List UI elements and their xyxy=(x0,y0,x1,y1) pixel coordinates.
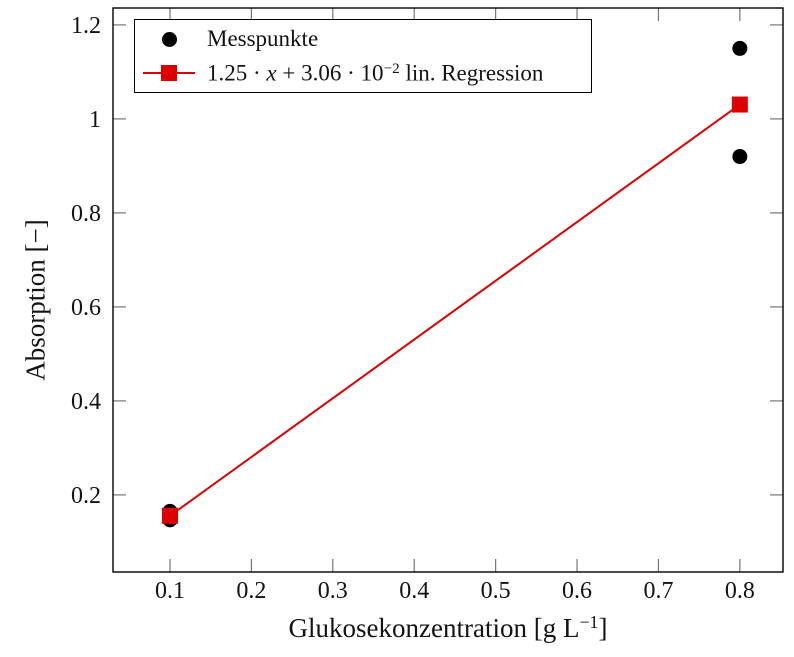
legend-item-regression: 1.25 · x + 3.06 · 10−2 lin. Regression xyxy=(135,57,591,89)
equation-exponent: −2 xyxy=(383,59,400,77)
x-axis-label: Glukosekonzentration [g L−1] xyxy=(289,612,608,644)
y-tick-label: 0.8 xyxy=(71,201,101,227)
legend-item-messpunkte: Messpunkte xyxy=(135,23,591,55)
y-tick-label: 0.6 xyxy=(71,295,101,321)
legend-marker-cell xyxy=(143,64,195,82)
regression-square-marker xyxy=(731,96,748,113)
legend-marker-cell xyxy=(143,30,195,48)
legend-label-regression: 1.25 · x + 3.06 · 10−2 lin. Regression xyxy=(207,60,543,87)
y-axis-label-text: Absorption [−] xyxy=(20,219,51,381)
x-tick-label: 0.7 xyxy=(643,578,673,604)
y-axis-label: Absorption [−] xyxy=(21,219,52,380)
x-tick-label: 0.1 xyxy=(155,578,185,604)
x-tick-label: 0.3 xyxy=(318,578,348,604)
data-point xyxy=(732,149,748,165)
regression-square-marker xyxy=(161,507,178,524)
x-tick-label: 0.4 xyxy=(399,578,429,604)
circle-marker-icon xyxy=(161,31,177,47)
equation-variable: x xyxy=(266,60,277,86)
x-tick-label: 0.5 xyxy=(481,578,511,604)
legend-label-messpunkte: Messpunkte xyxy=(207,26,319,51)
equation-intercept: + 3.06 · 10 xyxy=(276,60,384,86)
y-tick-label: 0.2 xyxy=(71,483,101,509)
x-axis-label-prefix: Glukosekonzentration [g L xyxy=(288,612,580,643)
plot-border xyxy=(112,7,784,573)
regression-line xyxy=(169,103,741,517)
x-tick-label: 0.8 xyxy=(725,578,755,604)
legend-box: Messpunkte 1.25 · x + 3.06 · 10−2 lin. R… xyxy=(134,19,592,93)
data-point xyxy=(732,40,748,56)
x-axis-label-suffix: ] xyxy=(598,612,608,643)
x-axis-label-exponent: −1 xyxy=(579,612,599,632)
equation-coefficient: 1.25 · xyxy=(207,60,267,86)
y-tick-label: 0.4 xyxy=(71,389,101,415)
x-tick-label: 0.2 xyxy=(236,578,266,604)
y-tick-label: 1 xyxy=(89,107,101,133)
square-marker-icon xyxy=(161,65,177,81)
x-tick-label: 0.6 xyxy=(562,578,592,604)
equation-suffix: lin. Regression xyxy=(399,60,544,86)
y-tick-label: 1.2 xyxy=(71,13,101,39)
